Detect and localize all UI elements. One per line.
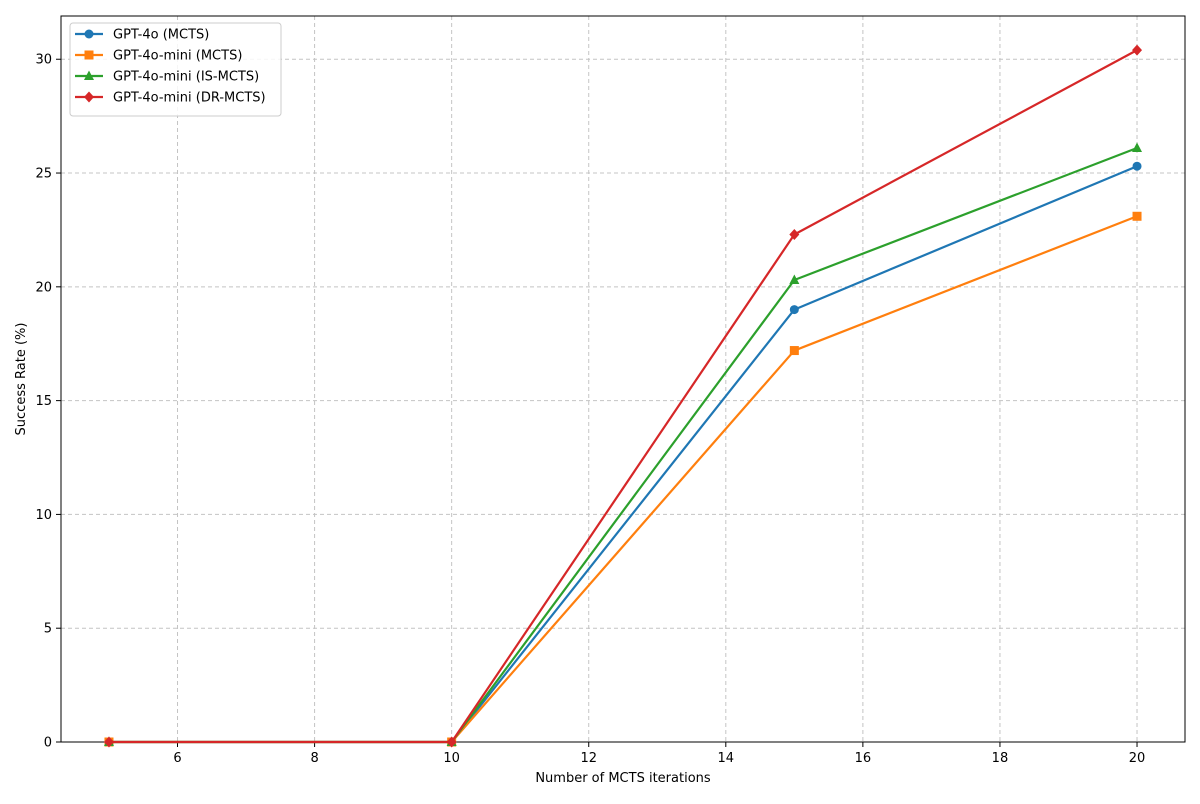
series-line [108, 146, 1138, 744]
data-point [1132, 161, 1142, 171]
series-line [108, 165, 1138, 744]
data-point [103, 736, 114, 748]
x-tick-label: 20 [1129, 751, 1146, 766]
plot-area-frame [60, 15, 1186, 743]
series-0 [104, 161, 1142, 747]
legend-item: GPT-4o-mini (IS-MCTS) [75, 70, 259, 85]
data-point [789, 274, 800, 284]
x-tick-label: 6 [173, 751, 181, 766]
legend-label: GPT-4o-mini (MCTS) [113, 49, 242, 64]
data-point [1132, 44, 1143, 56]
x-tick-label: 8 [310, 751, 318, 766]
series-line [108, 49, 1138, 744]
data-point [789, 346, 799, 356]
series-line [108, 215, 1138, 744]
legend-label: GPT-4o-mini (DR-MCTS) [113, 91, 266, 106]
y-tick-label: 30 [35, 53, 52, 68]
y-tick-label: 0 [44, 736, 52, 751]
data-point [1132, 211, 1142, 221]
data-point [1132, 142, 1143, 152]
x-tick-label: 18 [992, 751, 1009, 766]
data-point [446, 736, 457, 748]
y-tick-label: 20 [35, 280, 52, 295]
legend-item: GPT-4o-mini (DR-MCTS) [75, 91, 266, 106]
x-tick-label: 12 [580, 751, 597, 766]
legend-item: GPT-4o-mini (MCTS) [75, 49, 242, 64]
x-tick-label: 16 [855, 751, 872, 766]
x-axis-label: Number of MCTS iterations [535, 771, 711, 786]
series-layer [103, 44, 1143, 748]
legend: GPT-4o (MCTS) GPT-4o-mini (MCTS) GPT-4o-mi… [69, 22, 282, 117]
legend-box [69, 22, 282, 117]
legend-marker [84, 91, 94, 103]
series-2 [103, 142, 1143, 746]
y-tick-label: 5 [44, 622, 52, 637]
x-tick-label: 14 [718, 751, 735, 766]
grid-layer [61, 16, 1185, 743]
series-1 [104, 211, 1142, 747]
data-point [789, 228, 800, 240]
legend-marker [84, 50, 94, 60]
x-tick-label: 10 [443, 751, 460, 766]
legend-label: GPT-4o-mini (IS-MCTS) [113, 70, 259, 85]
legend-item: GPT-4o (MCTS) [75, 28, 209, 43]
y-tick-label: 10 [35, 508, 52, 523]
legend-label: GPT-4o (MCTS) [113, 28, 209, 43]
legend-marker [84, 70, 94, 80]
y-tick-label: 15 [35, 394, 52, 409]
tick-layer: 6 8 10 12 14 16 18 20 0 5 10 15 20 25 30 [35, 53, 1145, 766]
y-axis-label: Success Rate (%) [14, 323, 29, 436]
series-3 [103, 44, 1143, 748]
legend-marker [84, 29, 94, 39]
data-point [789, 305, 799, 315]
y-tick-label: 25 [35, 167, 52, 182]
